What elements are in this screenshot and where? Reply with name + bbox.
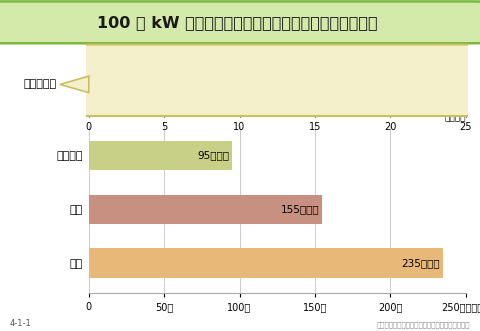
Text: 出典：資源エネルギーデータ（電力中央研究所）: 出典：資源エネルギーデータ（電力中央研究所） bbox=[377, 321, 470, 328]
Text: 濃縮ウラン: 濃縮ウラン bbox=[24, 79, 57, 89]
Text: 100 万 kW の発電所を１年間運転するために必要な燃料: 100 万 kW の発電所を１年間運転するために必要な燃料 bbox=[97, 15, 378, 30]
FancyBboxPatch shape bbox=[77, 45, 476, 116]
Bar bbox=[89, 65, 405, 98]
Bar bbox=[89, 249, 443, 278]
Text: 4-1-1: 4-1-1 bbox=[10, 319, 31, 328]
Text: 95万トン: 95万トン bbox=[197, 150, 229, 161]
Bar bbox=[89, 195, 323, 224]
FancyBboxPatch shape bbox=[0, 1, 480, 43]
Bar bbox=[89, 141, 232, 170]
Text: 235万トン: 235万トン bbox=[401, 258, 440, 268]
Text: 21トン: 21トン bbox=[373, 76, 399, 86]
Text: 155万トン: 155万トン bbox=[281, 204, 319, 214]
Text: （トン）: （トン） bbox=[444, 114, 466, 122]
